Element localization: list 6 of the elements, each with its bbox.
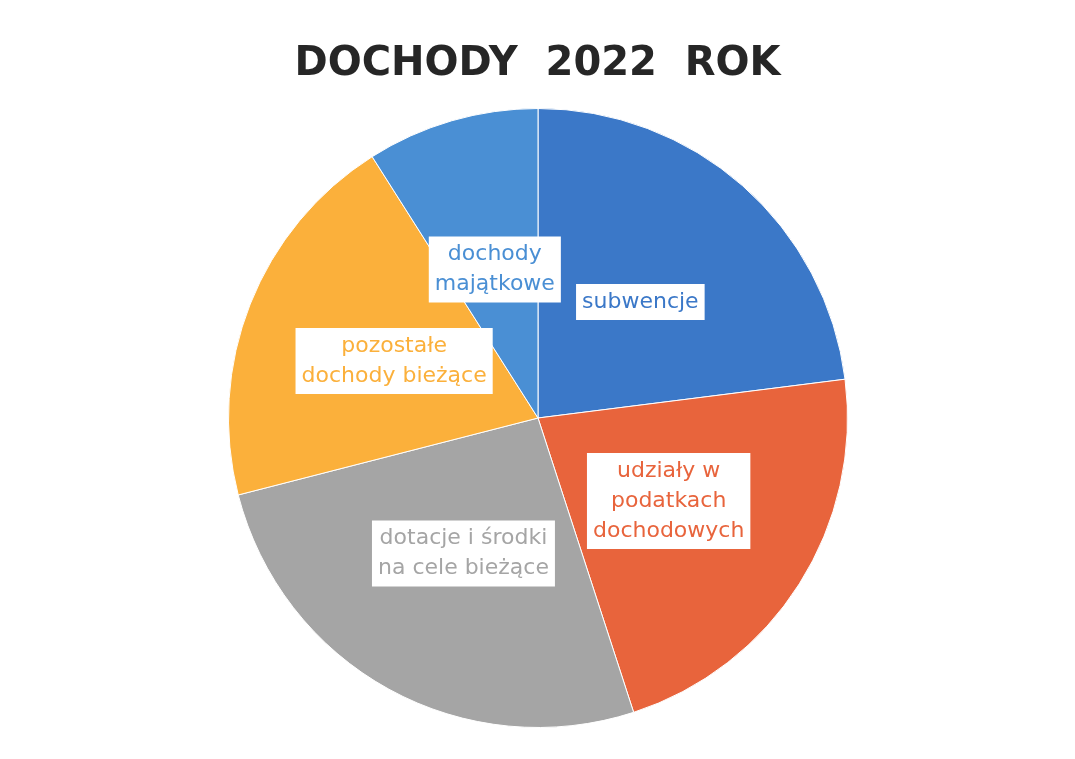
slice-label: dochody majątkowe (434, 240, 555, 296)
chart-title: DOCHODY 2022 ROK (293, 37, 783, 86)
slice-label: pozostałe dochody bieżące (301, 331, 487, 387)
slice-label: dotacje i środki na cele bieżące (377, 524, 549, 580)
slice-label: subwencje (581, 287, 699, 313)
slice-label: udziały w podatkach dochodowych (592, 456, 744, 542)
